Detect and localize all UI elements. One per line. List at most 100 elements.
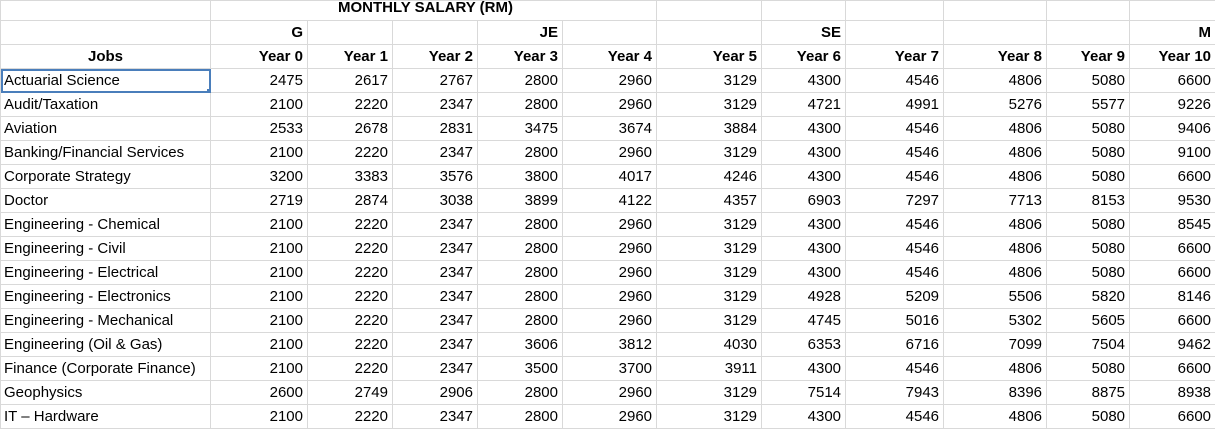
salary-cell[interactable]: 6600 (1129, 236, 1215, 261)
grade-label[interactable]: G (210, 20, 308, 45)
salary-cell[interactable]: 3200 (210, 164, 308, 189)
salary-cell[interactable]: 5302 (943, 308, 1048, 333)
salary-cell[interactable]: 4546 (845, 68, 945, 93)
salary-cell[interactable]: 9530 (1129, 188, 1215, 213)
salary-cell[interactable]: 7713 (943, 188, 1048, 213)
column-header[interactable]: Jobs (0, 44, 211, 69)
column-header[interactable]: Year 3 (477, 44, 563, 69)
grade-label[interactable]: M (1129, 20, 1215, 45)
salary-cell[interactable]: 2100 (210, 140, 308, 165)
salary-cell[interactable]: 2719 (210, 188, 308, 213)
salary-cell[interactable]: 4300 (761, 116, 847, 141)
salary-cell[interactable]: 3129 (656, 284, 763, 309)
cell[interactable] (656, 0, 763, 21)
job-cell[interactable]: Banking/Financial Services (0, 140, 211, 165)
salary-cell[interactable]: 5080 (1046, 260, 1131, 285)
salary-cell[interactable]: 4300 (761, 212, 847, 237)
salary-cell[interactable]: 2220 (307, 332, 393, 357)
salary-cell[interactable]: 5577 (1046, 92, 1131, 117)
cell[interactable] (0, 20, 211, 45)
salary-cell[interactable]: 5080 (1046, 140, 1131, 165)
salary-cell[interactable]: 5605 (1046, 308, 1131, 333)
salary-cell[interactable]: 2100 (210, 212, 308, 237)
grade-label[interactable]: JE (477, 20, 563, 45)
salary-cell[interactable]: 5276 (943, 92, 1048, 117)
salary-cell[interactable]: 9462 (1129, 332, 1215, 357)
salary-cell[interactable]: 2800 (477, 212, 563, 237)
salary-cell[interactable]: 6600 (1129, 260, 1215, 285)
salary-cell[interactable]: 4806 (943, 116, 1048, 141)
salary-cell[interactable]: 4806 (943, 404, 1048, 429)
salary-cell[interactable]: 2220 (307, 212, 393, 237)
salary-cell[interactable]: 3129 (656, 308, 763, 333)
salary-cell[interactable]: 6716 (845, 332, 945, 357)
salary-cell[interactable]: 4122 (561, 188, 658, 213)
salary-cell[interactable]: 8396 (943, 380, 1048, 405)
salary-cell[interactable]: 3812 (561, 332, 658, 357)
salary-cell[interactable]: 3129 (656, 380, 763, 405)
salary-cell[interactable]: 2800 (477, 92, 563, 117)
salary-cell[interactable]: 2960 (561, 212, 658, 237)
salary-cell[interactable]: 2347 (392, 332, 478, 357)
salary-cell[interactable]: 7504 (1046, 332, 1131, 357)
salary-cell[interactable]: 5080 (1046, 116, 1131, 141)
salary-cell[interactable]: 4300 (761, 164, 847, 189)
salary-cell[interactable]: 4300 (761, 260, 847, 285)
salary-cell[interactable]: 6600 (1129, 164, 1215, 189)
salary-cell[interactable]: 2749 (307, 380, 393, 405)
salary-cell[interactable]: 2600 (210, 380, 308, 405)
cell[interactable] (0, 0, 211, 21)
salary-cell[interactable]: 2220 (307, 356, 393, 381)
salary-cell[interactable]: 2220 (307, 140, 393, 165)
salary-cell[interactable]: 9226 (1129, 92, 1215, 117)
salary-cell[interactable]: 2347 (392, 284, 478, 309)
salary-cell[interactable]: 2100 (210, 308, 308, 333)
salary-cell[interactable]: 6600 (1129, 308, 1215, 333)
salary-cell[interactable]: 2800 (477, 404, 563, 429)
job-cell[interactable]: Engineering - Electronics (0, 284, 211, 309)
salary-cell[interactable]: 4546 (845, 116, 945, 141)
salary-cell[interactable]: 3129 (656, 260, 763, 285)
salary-cell[interactable]: 2800 (477, 68, 563, 93)
cell[interactable] (1129, 0, 1215, 21)
column-header[interactable]: Year 0 (210, 44, 308, 69)
salary-cell[interactable]: 4546 (845, 140, 945, 165)
job-cell[interactable]: Geophysics (0, 380, 211, 405)
salary-cell[interactable]: 4806 (943, 356, 1048, 381)
salary-cell[interactable]: 8153 (1046, 188, 1131, 213)
job-cell[interactable]: Engineering - Civil (0, 236, 211, 261)
salary-cell[interactable]: 3383 (307, 164, 393, 189)
cell[interactable] (561, 20, 658, 45)
salary-cell[interactable]: 2100 (210, 332, 308, 357)
cell[interactable] (392, 20, 478, 45)
salary-cell[interactable]: 2100 (210, 356, 308, 381)
column-header[interactable]: Year 9 (1046, 44, 1131, 69)
cell[interactable] (845, 20, 945, 45)
job-cell[interactable]: Engineering - Chemical (0, 212, 211, 237)
cell[interactable] (307, 20, 393, 45)
salary-cell[interactable]: 3884 (656, 116, 763, 141)
cell[interactable] (845, 0, 945, 21)
salary-cell[interactable]: 2800 (477, 140, 563, 165)
salary-cell[interactable]: 5820 (1046, 284, 1131, 309)
job-cell[interactable]: Corporate Strategy (0, 164, 211, 189)
salary-cell[interactable]: 7943 (845, 380, 945, 405)
salary-cell[interactable]: 9406 (1129, 116, 1215, 141)
salary-cell[interactable]: 2347 (392, 212, 478, 237)
salary-cell[interactable]: 2100 (210, 260, 308, 285)
salary-cell[interactable]: 3899 (477, 188, 563, 213)
salary-cell[interactable]: 5016 (845, 308, 945, 333)
salary-cell[interactable]: 4928 (761, 284, 847, 309)
job-cell[interactable]: IT – Hardware (0, 404, 211, 429)
salary-cell[interactable]: 2906 (392, 380, 478, 405)
salary-cell[interactable]: 6600 (1129, 404, 1215, 429)
salary-cell[interactable]: 2347 (392, 308, 478, 333)
salary-cell[interactable]: 4745 (761, 308, 847, 333)
salary-cell[interactable]: 8146 (1129, 284, 1215, 309)
salary-cell[interactable]: 5209 (845, 284, 945, 309)
salary-cell[interactable]: 2220 (307, 92, 393, 117)
salary-cell[interactable]: 2100 (210, 404, 308, 429)
salary-cell[interactable]: 2220 (307, 308, 393, 333)
salary-cell[interactable]: 4546 (845, 236, 945, 261)
salary-cell[interactable]: 3800 (477, 164, 563, 189)
